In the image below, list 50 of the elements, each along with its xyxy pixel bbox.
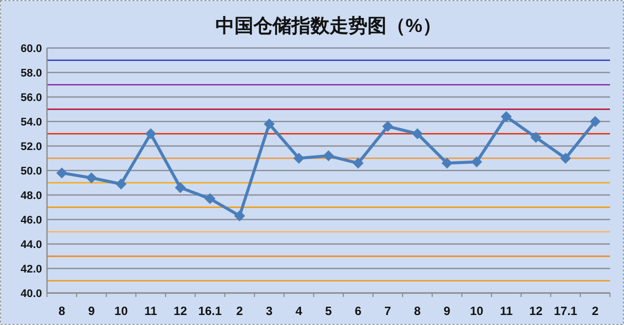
point	[145, 128, 156, 140]
point	[471, 156, 482, 168]
point	[530, 132, 542, 143]
x-tick-label: 8	[58, 304, 66, 318]
y-tick-label: 58.0	[20, 68, 42, 80]
x-tick-label: 8	[414, 304, 422, 318]
x-tick-label: 10	[114, 304, 128, 318]
point	[560, 152, 572, 164]
point	[56, 167, 68, 178]
point	[234, 210, 246, 222]
x-tick-label: 2	[592, 304, 599, 318]
point	[352, 158, 364, 169]
y-tick-label: 60.0	[20, 43, 42, 55]
point	[204, 193, 216, 204]
y-tick-label: 50.0	[20, 166, 42, 178]
point	[293, 152, 304, 164]
point	[174, 182, 186, 194]
point	[442, 158, 453, 169]
y-tick-label: 52.0	[20, 141, 42, 153]
x-tick-label: 10	[470, 304, 484, 318]
x-tick-label: 12	[174, 304, 188, 318]
x-tick-label: 7	[384, 304, 392, 318]
x-tick-label: 16.1	[198, 304, 222, 318]
point	[323, 150, 334, 162]
point	[116, 178, 127, 190]
x-tick-label: 9	[444, 304, 451, 318]
x-tick-label: 6	[354, 304, 362, 318]
x-tick-label: 9	[88, 304, 96, 318]
x-tick-label: 5	[325, 304, 332, 318]
y-tick-label: 40.0	[20, 288, 42, 300]
point	[500, 111, 512, 122]
y-tick-label: 48.0	[20, 190, 42, 202]
point	[412, 128, 423, 140]
point	[382, 120, 394, 132]
y-tick-label: 54.0	[20, 116, 42, 128]
point	[590, 116, 601, 127]
point	[86, 172, 97, 184]
x-tick-label: 17.1	[554, 304, 578, 318]
y-tick-label: 46.0	[20, 214, 42, 226]
point	[264, 118, 275, 130]
chart-title: 中国仓储指数走势图（%）	[216, 15, 442, 37]
x-tick-label: 11	[144, 304, 158, 318]
x-tick-label: 2	[236, 304, 244, 318]
x-tick-label: 4	[296, 304, 303, 318]
y-tick-label: 44.0	[20, 239, 42, 251]
y-tick-label: 42.0	[20, 264, 42, 276]
x-tick-label: 11	[500, 304, 513, 318]
x-tick-label: 3	[266, 304, 273, 318]
x-tick-label: 12	[529, 304, 543, 318]
y-tick-label: 56.0	[20, 92, 42, 104]
